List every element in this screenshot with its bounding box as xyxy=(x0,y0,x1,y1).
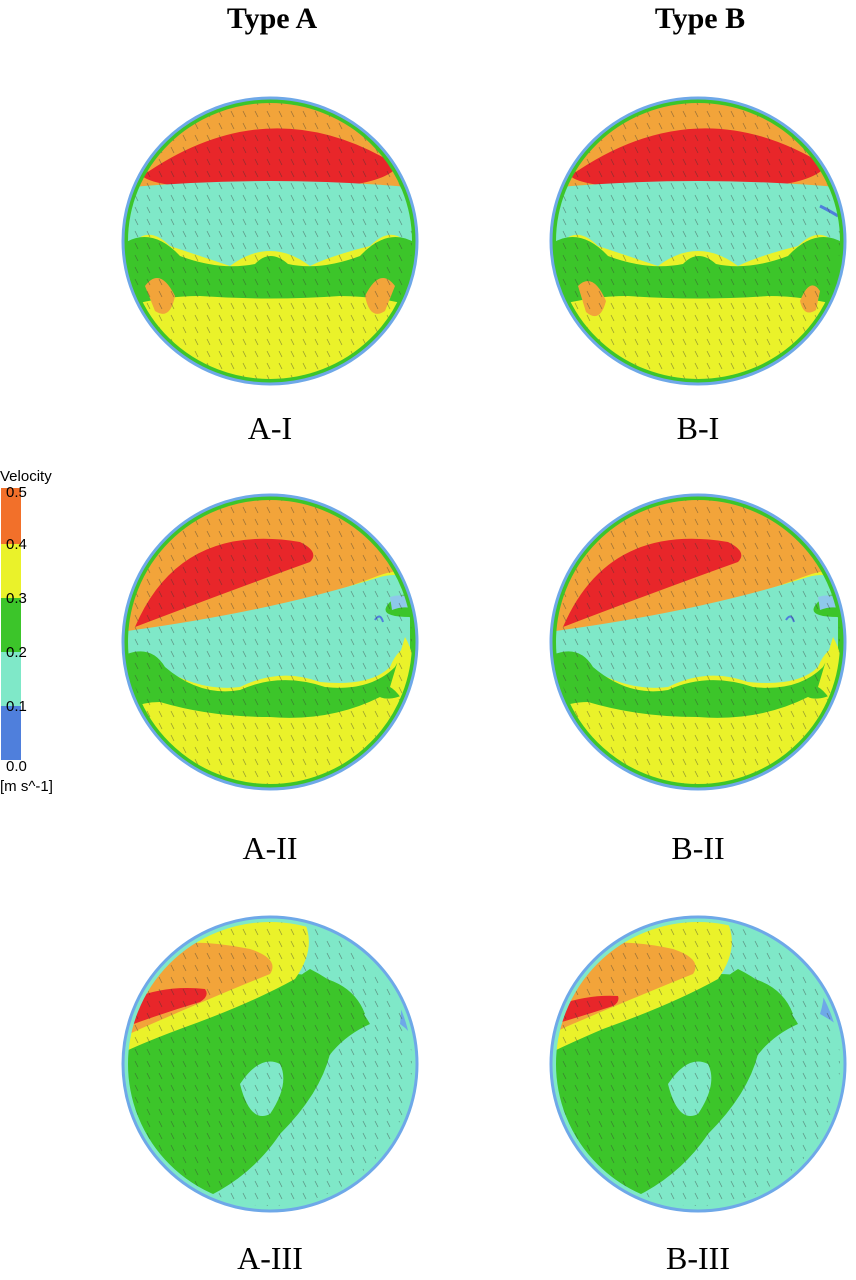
contour-panel-a-i xyxy=(120,96,420,386)
velocity-contour-a-i xyxy=(121,96,419,386)
velocity-contour-b-ii xyxy=(549,493,847,791)
velocity-contour-a-ii xyxy=(121,493,419,791)
contour-panel-b-iii xyxy=(548,914,848,1214)
panel-label-a-ii: A-II xyxy=(242,830,298,866)
legend-tick-0-3: 0.3 xyxy=(6,590,27,607)
legend-band-0-3-0-4 xyxy=(1,544,21,598)
legend-band-0-0-0-1 xyxy=(1,706,21,760)
velocity-legend: Velocity 0.5 0.4 0.3 0.2 0.1 0.0 [m s^-1… xyxy=(0,468,70,798)
legend-tick-0-4: 0.4 xyxy=(6,536,27,553)
contour-panel-a-ii xyxy=(120,492,420,792)
panel-label-b-i: B-I xyxy=(676,410,720,446)
panel-label-b-ii: B-II xyxy=(671,830,725,866)
legend-band-0-1-0-2 xyxy=(1,652,21,706)
legend-band-0-4-0-5 xyxy=(1,488,21,544)
contour-panel-b-i xyxy=(548,96,848,386)
legend-tick-0-5: 0.5 xyxy=(6,484,27,501)
legend-title: Velocity xyxy=(0,468,52,485)
contour-panel-b-ii xyxy=(548,492,848,792)
velocity-contour-b-i xyxy=(549,96,847,386)
panel-label-b-iii: B-III xyxy=(666,1240,730,1276)
legend-color-bar xyxy=(1,488,21,760)
panel-label-a-i: A-I xyxy=(247,410,293,446)
column-title-type-a: Type A xyxy=(226,2,318,35)
legend-tick-0-0: 0.0 xyxy=(6,758,27,775)
panel-label-a-iii: A-III xyxy=(237,1240,303,1276)
contour-panel-a-iii xyxy=(120,914,420,1214)
velocity-contour-b-iii xyxy=(549,915,847,1213)
legend-tick-0-1: 0.1 xyxy=(6,698,27,715)
legend-unit: [m s^-1] xyxy=(0,778,53,795)
legend-band-0-2-0-3 xyxy=(1,598,21,652)
velocity-contour-a-iii xyxy=(121,915,419,1213)
column-title-type-b: Type B xyxy=(654,2,746,35)
legend-tick-0-2: 0.2 xyxy=(6,644,27,661)
